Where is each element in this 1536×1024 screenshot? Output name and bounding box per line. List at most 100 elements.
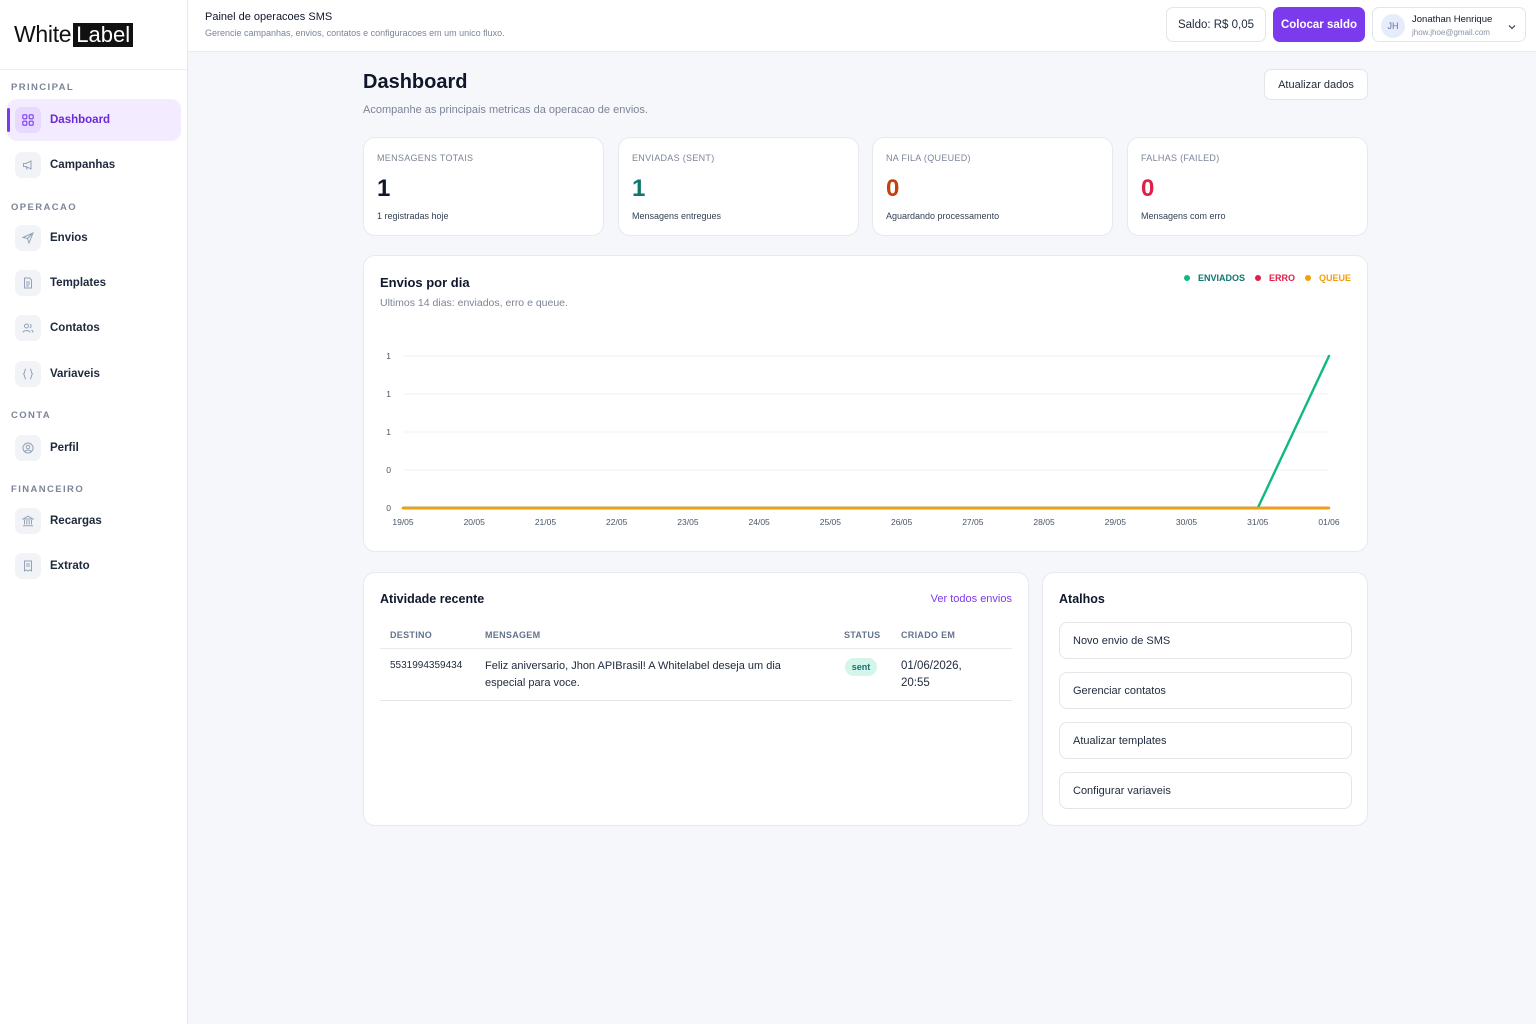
legend-swatch [1183,275,1190,281]
chart-title: Envios por dia [380,275,470,290]
sidebar-item-label: Contatos [50,322,100,334]
bank-icon [15,508,41,534]
sidebar: White Label PRINCIPAL Dashboard Campanhas… [0,0,188,1024]
shortcut-manage-contacts-button[interactable]: Gerenciar contatos [1059,672,1352,709]
sidebar-item-label: Perfil [50,442,79,454]
column-header-criado[interactable]: CRIADO EM [901,630,956,640]
document-icon [15,270,41,296]
x-tick-label: 24/05 [749,517,771,527]
shortcut-update-templates-button[interactable]: Atualizar templates [1059,722,1352,759]
x-tick-label: 20/05 [464,517,486,527]
x-tick-label: 19/05 [392,517,414,527]
shortcut-configure-variables-button[interactable]: Configurar variaveis [1059,772,1352,809]
stat-card-queued: NA FILA (QUEUED) 0 Aguardando processame… [872,137,1113,236]
x-tick-label: 26/05 [891,517,913,527]
balance-display[interactable]: Saldo: R$ 0,05 [1166,7,1266,42]
chart-legend: ENVIADOS ERRO QUEUE [1183,273,1351,283]
chart-subtitle: Ultimos 14 dias: enviados, erro e queue. [380,297,568,309]
divider [380,648,1012,649]
column-header-destino[interactable]: DESTINO [390,630,433,640]
user-email: jhow.jhoe@gmail.com [1412,28,1490,37]
cell-mensagem-line2: especial para voce. [485,677,580,689]
sidebar-item-perfil[interactable]: Perfil [7,427,181,469]
legend-item-queue[interactable]: QUEUE [1304,273,1351,283]
cell-mensagem-line1: Feliz aniversario, Jhon APIBrasil! A Whi… [485,660,781,672]
legend-label: ERRO [1268,273,1295,283]
legend-swatch [1254,275,1261,281]
stat-subtext: 1 registradas hoje [377,211,449,221]
section-financeiro: FINANCEIRO [11,484,85,495]
braces-icon [15,361,41,387]
stat-card-failed: FALHAS (FAILED) 0 Mensagens com erro [1127,137,1368,236]
y-tick-label: 0 [386,503,391,513]
shortcuts-title: Atalhos [1059,592,1105,606]
topbar: Painel de operacoes SMS Gerencie campanh… [188,0,1536,52]
legend-item-enviados[interactable]: ENVIADOS [1183,273,1245,283]
refresh-button[interactable]: Atualizar dados [1264,69,1368,100]
avatar: JH [1381,14,1405,38]
stat-label: ENVIADAS (SENT) [632,153,715,163]
send-icon [15,225,41,251]
brand-white: White [14,21,72,47]
sidebar-item-label: Recargas [50,515,102,527]
x-tick-label: 25/05 [820,517,842,527]
shortcut-new-sms-button[interactable]: Novo envio de SMS [1059,622,1352,659]
activity-title: Atividade recente [380,592,485,606]
sidebar-item-envios[interactable]: Envios [7,217,181,259]
section-operacao: OPERACAO [11,202,78,213]
brand-logo[interactable]: White Label [0,0,187,70]
receipt-icon [15,553,41,579]
section-principal: PRINCIPAL [11,82,75,93]
status-badge: sent [845,658,877,676]
legend-item-erro[interactable]: ERRO [1254,273,1295,283]
sidebar-item-label: Campanhas [50,159,116,171]
stat-card-total: MENSAGENS TOTAIS 1 1 registradas hoje [363,137,604,236]
x-tick-label: 01/06 [1318,517,1340,527]
x-tick-label: 28/05 [1033,517,1055,527]
page-subtitle: Acompanhe as principais metricas da oper… [363,104,648,116]
sidebar-item-campanhas[interactable]: Campanhas [7,144,181,186]
chart-card: Envios por dia Ultimos 14 dias: enviados… [363,255,1368,552]
x-tick-label: 30/05 [1176,517,1198,527]
sidebar-item-recargas[interactable]: Recargas [7,500,181,542]
users-icon [15,315,41,341]
page-title: Dashboard [363,71,468,93]
stat-subtext: Aguardando processamento [886,211,1000,221]
y-tick-label: 1 [386,351,391,361]
add-balance-button[interactable]: Colocar saldo [1273,7,1365,42]
brand-label: Label [73,22,134,47]
stat-value: 1 [377,175,391,202]
sidebar-item-templates[interactable]: Templates [7,262,181,304]
stat-value: 1 [632,175,646,202]
topbar-subtitle: Gerencie campanhas, envios, contatos e c… [205,28,505,38]
sidebar-item-contatos[interactable]: Contatos [7,307,181,349]
column-header-mensagem[interactable]: MENSAGEM [485,630,541,640]
stat-card-sent: ENVIADAS (SENT) 1 Mensagens entregues [618,137,859,236]
shortcuts-card: Atalhos Novo envio de SMS Gerenciar cont… [1042,572,1368,826]
x-tick-label: 27/05 [962,517,984,527]
sidebar-item-label: Envios [50,232,88,244]
topbar-title: Painel de operacoes SMS [205,11,333,23]
chevron-down-icon [1507,19,1517,37]
sidebar-item-label: Templates [50,277,107,289]
legend-label: QUEUE [1318,273,1351,283]
user-menu[interactable]: JH Jonathan Henrique jhow.jhoe@gmail.com [1372,7,1526,42]
see-all-link[interactable]: Ver todos envios [930,593,1012,605]
sidebar-item-variaveis[interactable]: Variaveis [7,353,181,395]
stat-label: MENSAGENS TOTAIS [377,153,474,163]
x-tick-label: 29/05 [1105,517,1127,527]
sidebar-item-extrato[interactable]: Extrato [7,545,181,587]
stat-label: NA FILA (QUEUED) [886,153,971,163]
sidebar-item-dashboard[interactable]: Dashboard [7,99,181,141]
y-tick-label: 0 [386,465,391,475]
legend-label: ENVIADOS [1197,273,1245,283]
section-conta: CONTA [11,410,52,421]
x-tick-label: 23/05 [677,517,699,527]
sidebar-item-label: Extrato [50,560,90,572]
divider [380,700,1012,701]
column-header-status[interactable]: STATUS [844,630,881,640]
cell-criado-line1: 01/06/2026, [901,660,962,672]
cell-destino: 5531994359434 [390,660,463,671]
stat-subtext: Mensagens entregues [632,211,722,221]
